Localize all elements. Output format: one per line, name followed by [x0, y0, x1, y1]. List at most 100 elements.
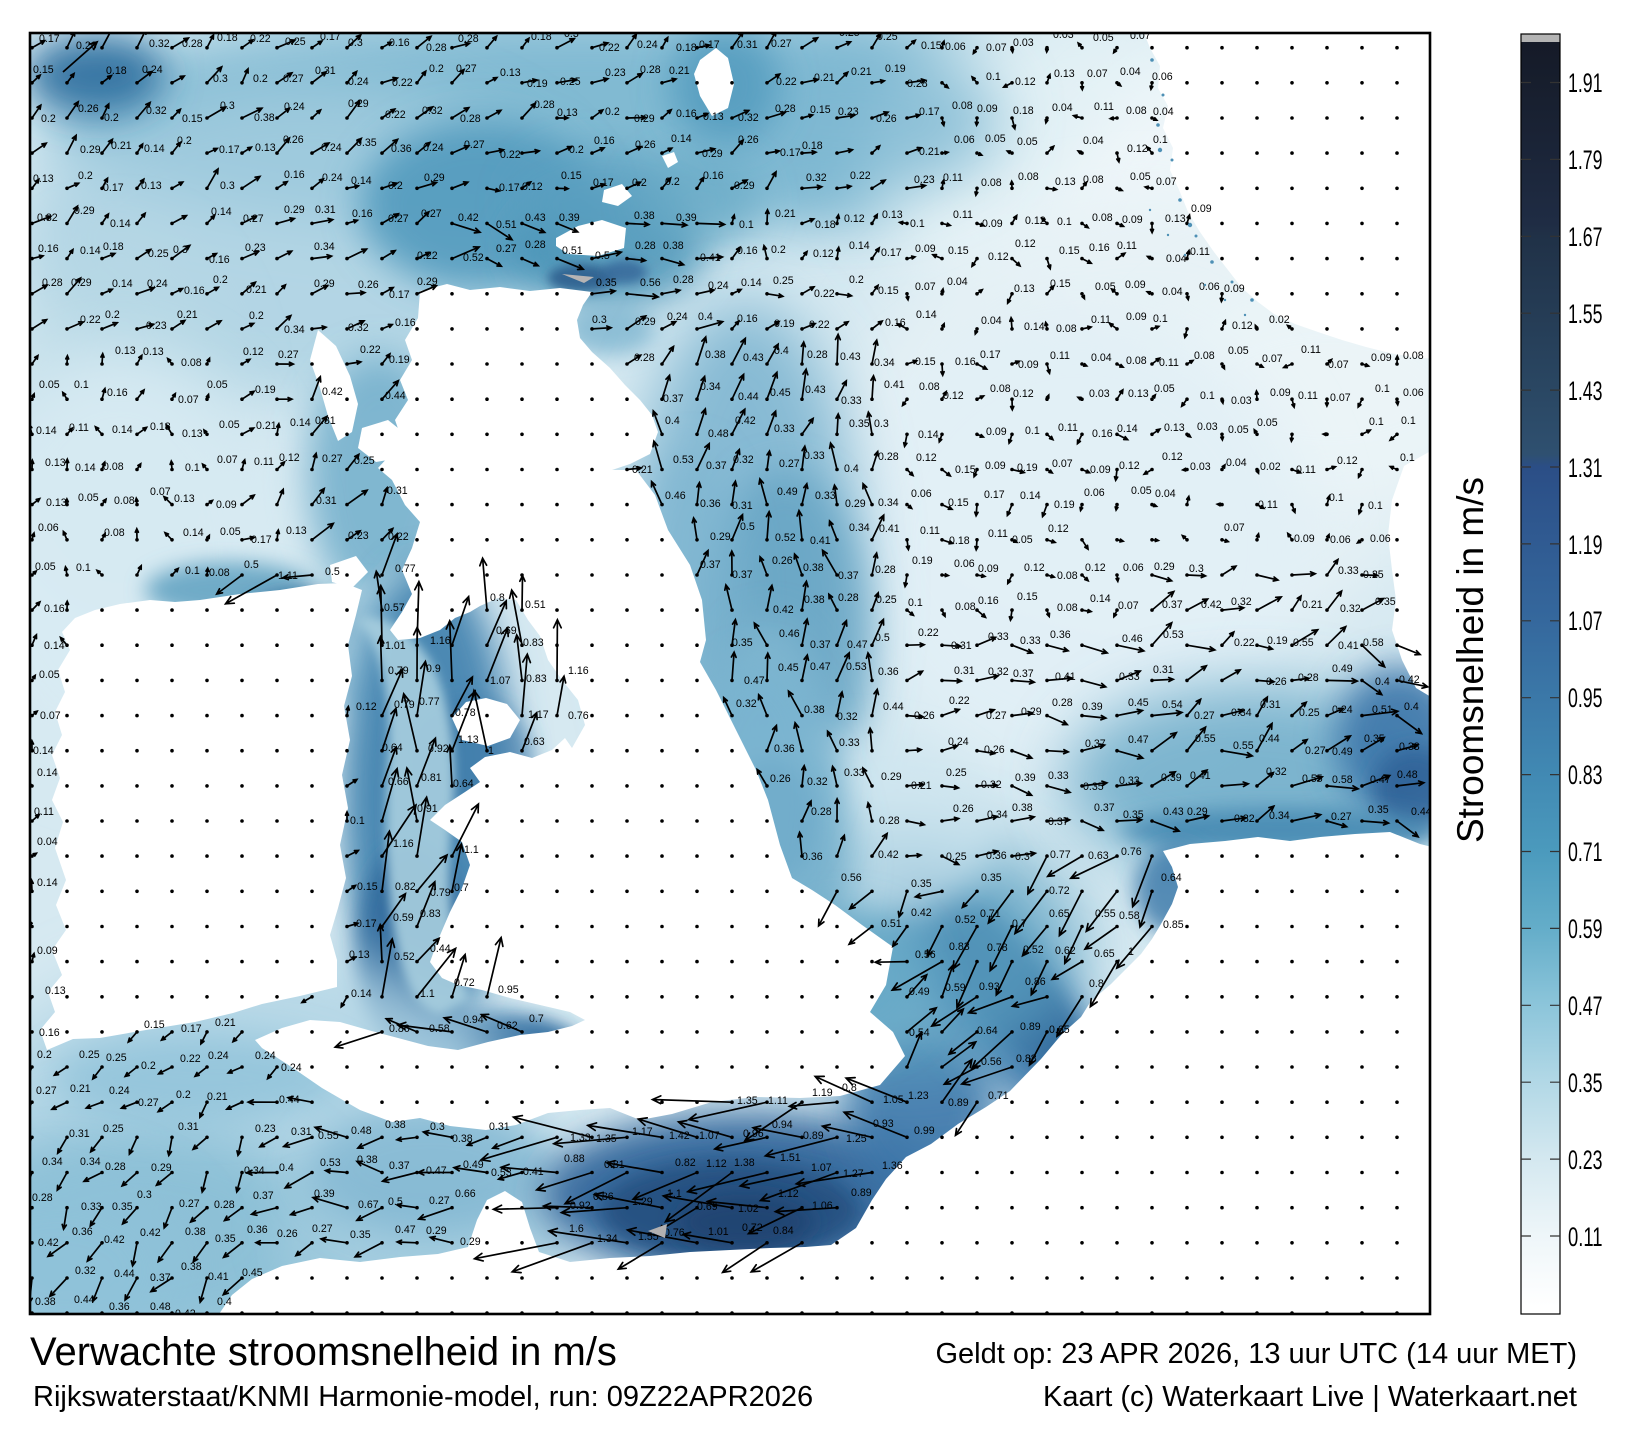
- svg-text:0.18: 0.18: [106, 65, 127, 77]
- svg-text:0.31: 0.31: [315, 204, 336, 216]
- svg-text:0.54: 0.54: [1162, 699, 1183, 711]
- svg-text:0.05: 0.05: [35, 561, 56, 573]
- svg-text:0.1: 0.1: [1200, 390, 1215, 402]
- svg-text:0.56: 0.56: [841, 872, 862, 884]
- svg-text:0.83: 0.83: [1568, 760, 1603, 790]
- svg-text:0.77: 0.77: [395, 563, 416, 575]
- svg-text:0.81: 0.81: [421, 772, 442, 784]
- svg-text:0.32: 0.32: [422, 105, 443, 117]
- svg-text:0.21: 0.21: [207, 1091, 228, 1103]
- svg-text:0.14: 0.14: [33, 745, 54, 757]
- svg-text:0.28: 0.28: [878, 451, 899, 463]
- svg-text:0.13: 0.13: [115, 345, 136, 357]
- svg-text:0.09: 0.09: [1018, 359, 1039, 371]
- svg-text:0.41: 0.41: [1055, 671, 1076, 683]
- svg-text:0.32: 0.32: [1234, 813, 1255, 825]
- svg-text:0.15: 0.15: [955, 464, 976, 476]
- svg-text:0.32: 0.32: [738, 112, 759, 124]
- svg-text:0.11: 0.11: [1258, 499, 1278, 511]
- svg-text:0.13: 0.13: [1055, 176, 1076, 188]
- svg-text:0.38: 0.38: [357, 1154, 378, 1166]
- svg-text:0.08: 0.08: [1092, 212, 1113, 224]
- svg-text:0.29: 0.29: [1187, 806, 1208, 818]
- svg-text:0.76: 0.76: [1121, 846, 1142, 858]
- svg-text:0.79: 0.79: [394, 699, 415, 711]
- svg-text:1.19: 1.19: [812, 1087, 833, 1099]
- svg-text:0.38: 0.38: [1012, 802, 1033, 814]
- svg-text:0.05: 0.05: [78, 492, 99, 504]
- svg-text:0.22: 0.22: [392, 77, 413, 89]
- svg-text:0.25: 0.25: [1299, 707, 1320, 719]
- svg-text:0.1: 0.1: [1025, 425, 1040, 437]
- svg-text:0.14: 0.14: [918, 429, 939, 441]
- svg-text:0.38: 0.38: [185, 1226, 206, 1238]
- svg-text:0.15: 0.15: [561, 170, 582, 182]
- svg-text:0.22: 0.22: [776, 76, 797, 88]
- svg-text:1.01: 1.01: [708, 1226, 729, 1238]
- svg-text:0.1: 0.1: [1368, 500, 1383, 512]
- svg-text:0.28: 0.28: [458, 33, 479, 45]
- svg-text:0.16: 0.16: [389, 37, 410, 49]
- svg-text:0.25: 0.25: [1363, 569, 1384, 581]
- svg-text:0.16: 0.16: [978, 595, 999, 607]
- svg-text:0.29: 0.29: [1154, 561, 1175, 573]
- svg-text:0.36: 0.36: [802, 851, 823, 863]
- svg-text:0.09: 0.09: [216, 499, 237, 511]
- svg-text:0.38: 0.38: [705, 349, 726, 361]
- svg-text:0.38: 0.38: [804, 594, 825, 606]
- svg-text:0.14: 0.14: [351, 988, 372, 1000]
- svg-text:0.8: 0.8: [842, 1082, 857, 1094]
- svg-text:0.04: 0.04: [1052, 102, 1073, 114]
- svg-text:0.19: 0.19: [1054, 499, 1075, 511]
- svg-text:0.06: 0.06: [1330, 534, 1351, 546]
- svg-text:0.06: 0.06: [954, 134, 975, 146]
- svg-text:0.27: 0.27: [456, 63, 477, 75]
- svg-text:0.92: 0.92: [428, 743, 449, 755]
- svg-text:0.27: 0.27: [986, 710, 1007, 722]
- svg-text:0.29: 0.29: [74, 205, 95, 217]
- svg-text:0.04: 0.04: [1226, 457, 1247, 469]
- svg-text:0.27: 0.27: [1305, 745, 1326, 757]
- svg-text:0.04: 0.04: [1162, 286, 1183, 298]
- svg-text:0.22: 0.22: [417, 250, 438, 262]
- svg-text:0.35: 0.35: [1568, 1068, 1603, 1098]
- svg-text:0.32: 0.32: [37, 212, 58, 224]
- svg-text:0.53: 0.53: [846, 661, 867, 673]
- svg-text:0.46: 0.46: [665, 490, 686, 502]
- svg-text:0.32: 0.32: [1340, 603, 1361, 615]
- svg-text:0.06: 0.06: [38, 522, 59, 534]
- svg-text:1.06: 1.06: [812, 1200, 833, 1212]
- svg-text:0.2: 0.2: [771, 244, 786, 256]
- svg-text:0.41: 0.41: [810, 535, 831, 547]
- svg-text:0.8: 0.8: [1089, 978, 1104, 990]
- svg-text:0.44: 0.44: [883, 701, 904, 713]
- svg-text:0.15: 0.15: [810, 104, 831, 116]
- svg-text:0.27: 0.27: [312, 1223, 333, 1235]
- svg-text:0.32: 0.32: [149, 38, 170, 50]
- svg-text:0.25: 0.25: [877, 31, 898, 43]
- svg-text:0.42: 0.42: [458, 212, 479, 224]
- svg-text:0.21: 0.21: [111, 140, 132, 152]
- svg-text:0.14: 0.14: [351, 175, 372, 187]
- svg-text:0.13: 0.13: [1165, 213, 1186, 225]
- svg-text:0.41: 0.41: [879, 523, 900, 535]
- svg-text:0.1: 0.1: [350, 815, 365, 827]
- svg-text:0.09: 0.09: [977, 103, 998, 115]
- svg-text:0.51: 0.51: [562, 245, 583, 257]
- svg-text:0.09: 0.09: [978, 563, 999, 575]
- svg-text:0.46: 0.46: [1122, 633, 1143, 645]
- svg-text:0.05: 0.05: [1093, 32, 1114, 44]
- svg-text:0.28: 0.28: [634, 352, 655, 364]
- svg-text:0.2: 0.2: [177, 135, 192, 147]
- svg-text:0.76: 0.76: [568, 710, 589, 722]
- svg-text:0.48: 0.48: [351, 1125, 372, 1137]
- svg-text:0.32: 0.32: [1231, 596, 1252, 608]
- svg-text:0.28: 0.28: [838, 592, 859, 604]
- svg-text:0.24: 0.24: [142, 64, 163, 76]
- svg-text:0.28: 0.28: [460, 113, 481, 125]
- svg-text:0.53: 0.53: [673, 454, 694, 466]
- svg-text:0.21: 0.21: [1302, 599, 1323, 611]
- svg-text:0.28: 0.28: [42, 277, 63, 289]
- svg-text:0.07: 0.07: [1330, 392, 1351, 404]
- svg-text:0.95: 0.95: [1568, 683, 1603, 713]
